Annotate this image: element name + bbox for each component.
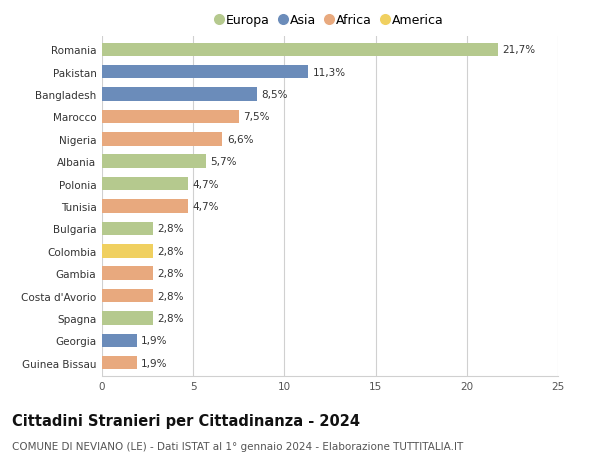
- Text: 2,8%: 2,8%: [158, 224, 184, 234]
- Text: 11,3%: 11,3%: [313, 67, 346, 78]
- Text: 5,7%: 5,7%: [211, 157, 237, 167]
- Bar: [102, 334, 137, 347]
- Bar: [102, 245, 153, 258]
- Bar: [102, 66, 308, 79]
- Text: 7,5%: 7,5%: [244, 112, 270, 122]
- Bar: [102, 289, 153, 302]
- Text: Cittadini Stranieri per Cittadinanza - 2024: Cittadini Stranieri per Cittadinanza - 2…: [12, 413, 360, 428]
- Bar: [102, 88, 257, 101]
- Bar: [102, 178, 188, 191]
- Text: 21,7%: 21,7%: [502, 45, 535, 55]
- Bar: [102, 44, 498, 57]
- Text: 1,9%: 1,9%: [141, 358, 168, 368]
- Text: 2,8%: 2,8%: [158, 246, 184, 256]
- Text: 8,5%: 8,5%: [262, 90, 288, 100]
- Text: COMUNE DI NEVIANO (LE) - Dati ISTAT al 1° gennaio 2024 - Elaborazione TUTTITALIA: COMUNE DI NEVIANO (LE) - Dati ISTAT al 1…: [12, 441, 463, 451]
- Bar: [102, 111, 239, 124]
- Bar: [102, 222, 153, 235]
- Text: 4,7%: 4,7%: [192, 202, 219, 212]
- Text: 1,9%: 1,9%: [141, 336, 168, 346]
- Text: 2,8%: 2,8%: [158, 313, 184, 323]
- Bar: [102, 267, 153, 280]
- Text: 6,6%: 6,6%: [227, 134, 253, 145]
- Text: 4,7%: 4,7%: [192, 179, 219, 189]
- Bar: [102, 155, 206, 168]
- Bar: [102, 133, 223, 146]
- Legend: Europa, Asia, Africa, America: Europa, Asia, Africa, America: [216, 14, 444, 27]
- Bar: [102, 200, 188, 213]
- Text: 2,8%: 2,8%: [158, 291, 184, 301]
- Text: 2,8%: 2,8%: [158, 269, 184, 279]
- Bar: [102, 356, 137, 369]
- Bar: [102, 312, 153, 325]
